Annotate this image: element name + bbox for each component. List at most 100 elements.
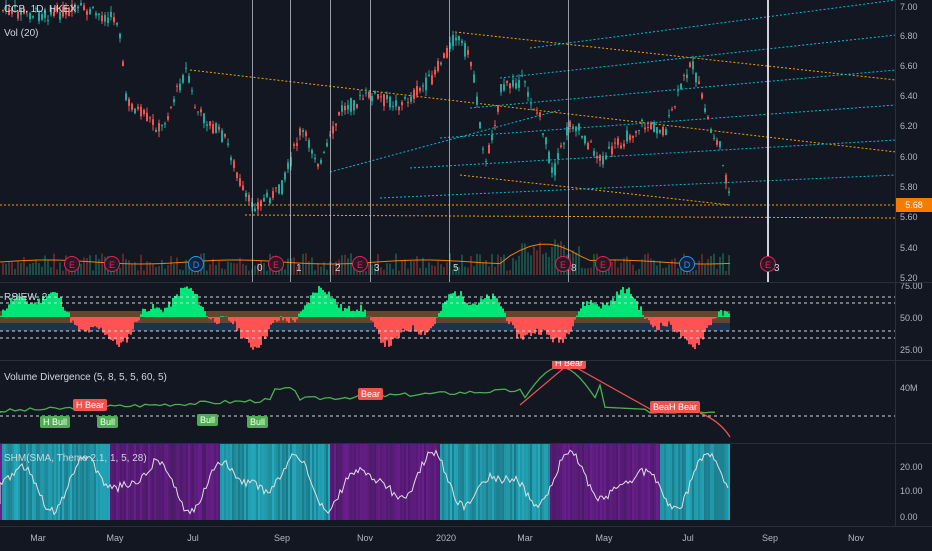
earnings-marker-icon[interactable]: E — [268, 256, 284, 272]
candle-body — [620, 145, 622, 148]
shm-bar — [166, 444, 168, 520]
rsi-bar — [216, 317, 218, 324]
candle-body — [476, 97, 478, 105]
rsi-bar — [140, 314, 142, 317]
rsi-bar — [4, 310, 6, 317]
candle-body — [299, 128, 301, 135]
shm-bar — [336, 444, 338, 520]
shm-bar — [474, 444, 476, 520]
shm-bar — [366, 444, 368, 520]
vd-axis[interactable]: 40M — [895, 361, 932, 443]
rsi-axis[interactable]: 75.00 50.00 25.00 — [895, 283, 932, 360]
volume-label[interactable]: Vol (20) — [4, 28, 38, 39]
shm-bar — [660, 444, 662, 520]
candle-body — [422, 85, 424, 86]
volume-bar — [389, 264, 391, 275]
rsi-bar — [256, 317, 258, 348]
rsi-title[interactable]: RSIEW, 2 — [4, 292, 47, 303]
shm-legend[interactable]: SHM(SMA, Theme 2.1, 1, 5, 28) — [4, 453, 147, 464]
candle-body — [314, 158, 316, 159]
rsi-bar — [344, 308, 346, 317]
shm-bar — [478, 444, 480, 520]
rsi-bar — [550, 317, 552, 339]
rsi-pane[interactable]: RSIEW, 2 75.00 50.00 25.00 — [0, 283, 932, 360]
volume-bar — [647, 253, 649, 275]
rsi-bar — [418, 317, 420, 334]
candle-body — [500, 84, 502, 92]
rsi-bar — [610, 300, 612, 317]
candle-body — [191, 90, 193, 91]
rsi-bar — [380, 317, 382, 343]
shm-title[interactable]: SHM(SMA, Theme 2.1, 1, 5, 28) — [4, 453, 147, 464]
rsi-bar — [96, 317, 98, 327]
rsi-bar — [180, 288, 182, 317]
shm-bar — [228, 444, 230, 520]
candle-body — [347, 105, 349, 110]
volume-bar — [152, 264, 154, 275]
rsi-bar — [500, 306, 502, 317]
shm-bar — [384, 444, 386, 520]
volume-bar — [470, 256, 472, 275]
shm-bar — [620, 444, 622, 520]
shm-axis[interactable]: 20.00 10.00 0.00 — [895, 444, 932, 526]
shm-bar — [394, 444, 396, 520]
volume-legend[interactable]: Vol (20) — [4, 28, 38, 39]
dividend-marker-icon[interactable]: D — [679, 256, 695, 272]
candle-body — [521, 75, 523, 76]
rsi-bar — [634, 299, 636, 317]
volume-bar — [230, 263, 232, 275]
price-tick: 6.80 — [900, 31, 918, 41]
rsi-bar — [352, 311, 354, 317]
rsi-bar — [298, 314, 300, 317]
rsi-bar — [290, 317, 292, 318]
candle-body — [212, 124, 214, 133]
candle-body — [224, 134, 226, 137]
candle-body — [227, 143, 229, 144]
candle-body — [365, 92, 367, 93]
volume-bar — [629, 259, 631, 275]
volume-bar — [461, 255, 463, 275]
shm-bar — [380, 444, 382, 520]
candle-body — [362, 99, 364, 100]
earnings-marker-icon[interactable]: E — [555, 256, 571, 272]
earnings-marker-icon[interactable]: E — [104, 256, 120, 272]
volume-bar — [698, 261, 700, 275]
volume-bar — [707, 259, 709, 275]
shm-bar — [580, 444, 582, 520]
shm-bar — [168, 444, 170, 520]
candle-body — [338, 112, 340, 115]
candle-body — [242, 185, 244, 190]
volume-bar — [146, 261, 148, 275]
vd-legend[interactable]: Volume Divergence (5, 8, 5, 5, 60, 5) — [4, 372, 167, 383]
volume-bar — [302, 254, 304, 275]
symbol-legend[interactable]: CCB, 1D, HKEX — [4, 4, 76, 15]
rsi-bar — [658, 317, 660, 330]
earnings-marker-icon[interactable]: E — [352, 256, 368, 272]
shm-pane[interactable]: SHM(SMA, Theme 2.1, 1, 5, 28) 20.00 10.0… — [0, 444, 932, 526]
rsi-chart[interactable] — [0, 283, 896, 360]
volume-bar — [527, 252, 529, 275]
volume-bar — [20, 263, 22, 275]
rsi-bar — [176, 294, 178, 317]
earnings-marker-icon[interactable]: E — [64, 256, 80, 272]
earnings-marker-icon[interactable]: E — [595, 256, 611, 272]
rsi-bar — [420, 317, 422, 335]
symbol-label[interactable]: CCB, 1D, HKEX — [4, 4, 76, 15]
dividend-marker-icon[interactable]: D — [188, 256, 204, 272]
volume-divergence-pane[interactable]: Volume Divergence (5, 8, 5, 5, 60, 5) H … — [0, 361, 932, 443]
vd-title[interactable]: Volume Divergence (5, 8, 5, 5, 60, 5) — [4, 372, 167, 383]
rsi-bar — [84, 317, 86, 331]
shm-bar — [512, 444, 514, 520]
shm-bar — [592, 444, 594, 520]
volume-bar — [35, 259, 37, 275]
candle-body — [308, 140, 310, 148]
rsi-bar — [330, 298, 332, 317]
rsi-legend[interactable]: RSIEW, 2 — [4, 292, 47, 303]
volume-bar — [668, 264, 670, 275]
price-chart[interactable] — [0, 0, 896, 282]
rsi-bar — [486, 294, 488, 317]
volume-bar — [242, 264, 244, 275]
